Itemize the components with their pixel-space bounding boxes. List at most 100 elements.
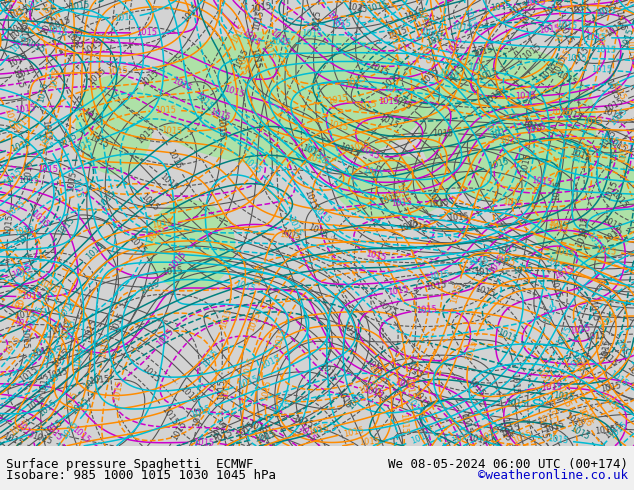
Text: 1015: 1015 <box>233 53 248 76</box>
Text: 1015: 1015 <box>280 227 302 244</box>
Text: 1015: 1015 <box>547 277 562 299</box>
Text: 1015: 1015 <box>598 128 618 150</box>
Text: 1015: 1015 <box>520 152 533 175</box>
Text: 1015: 1015 <box>467 256 489 267</box>
Text: 1015: 1015 <box>420 16 433 38</box>
Text: 1015: 1015 <box>249 47 262 70</box>
Text: 1015: 1015 <box>29 209 50 230</box>
Ellipse shape <box>418 47 596 203</box>
Text: 1015: 1015 <box>81 371 103 392</box>
Text: 1015: 1015 <box>327 93 349 106</box>
Text: 1015: 1015 <box>98 336 111 359</box>
Text: 1015: 1015 <box>178 384 198 406</box>
Text: 1015: 1015 <box>390 94 413 112</box>
Ellipse shape <box>143 31 428 165</box>
Text: 1015: 1015 <box>18 176 39 185</box>
Text: 1015: 1015 <box>113 12 135 23</box>
Text: 1015: 1015 <box>569 0 592 16</box>
Text: 1015: 1015 <box>46 367 68 381</box>
Text: 1015: 1015 <box>68 0 91 12</box>
Text: 1015: 1015 <box>170 419 188 441</box>
Text: 1015: 1015 <box>465 377 486 398</box>
Text: 1015: 1015 <box>507 0 530 18</box>
Text: 1015: 1015 <box>495 328 518 345</box>
Text: 1015: 1015 <box>569 147 592 163</box>
Text: 1015: 1015 <box>155 327 176 348</box>
Text: 1015: 1015 <box>603 179 620 202</box>
Text: 1015: 1015 <box>15 103 37 115</box>
Text: 1015: 1015 <box>342 425 365 439</box>
Text: 1015: 1015 <box>32 130 53 152</box>
Text: 1015: 1015 <box>386 26 409 41</box>
Text: 1015: 1015 <box>597 348 618 369</box>
Text: 1015: 1015 <box>81 38 104 56</box>
Text: 1015: 1015 <box>556 22 574 45</box>
Text: 1015: 1015 <box>416 305 437 315</box>
Text: 1015: 1015 <box>200 347 221 369</box>
Text: 1015: 1015 <box>56 131 79 148</box>
Text: 1015: 1015 <box>521 119 543 134</box>
Text: 1015: 1015 <box>69 395 91 416</box>
Text: 1015: 1015 <box>301 144 323 159</box>
Text: 1015: 1015 <box>600 339 612 361</box>
Text: Surface pressure Spaghetti  ECMWF: Surface pressure Spaghetti ECMWF <box>6 458 254 471</box>
Text: 1015: 1015 <box>11 261 34 279</box>
Text: 1015: 1015 <box>38 372 51 394</box>
Text: 1015: 1015 <box>46 25 68 38</box>
Text: 1015: 1015 <box>346 2 368 15</box>
Text: 1015: 1015 <box>23 159 34 181</box>
Text: 1015: 1015 <box>220 377 233 400</box>
Text: 1015: 1015 <box>451 429 474 446</box>
Text: 1015: 1015 <box>110 311 126 334</box>
Text: 1015: 1015 <box>571 45 592 67</box>
Text: 1015: 1015 <box>8 20 30 36</box>
Text: 1015: 1015 <box>410 388 430 410</box>
Text: 1015: 1015 <box>251 9 266 31</box>
Text: 1015: 1015 <box>152 218 174 230</box>
Ellipse shape <box>146 201 235 290</box>
Text: 1015: 1015 <box>575 405 593 428</box>
Text: 1015: 1015 <box>600 215 623 233</box>
Text: 1015: 1015 <box>614 9 627 31</box>
Text: 1015: 1015 <box>145 223 167 244</box>
Text: 1015: 1015 <box>161 125 183 136</box>
Text: 1015: 1015 <box>8 5 30 22</box>
Text: 1015: 1015 <box>10 3 29 26</box>
Text: 1015: 1015 <box>399 413 409 434</box>
Text: 1015: 1015 <box>500 422 522 439</box>
Text: 1015: 1015 <box>0 0 11 11</box>
Text: 1015: 1015 <box>269 37 291 48</box>
Text: 1015: 1015 <box>461 6 477 29</box>
Text: 1015: 1015 <box>595 245 617 257</box>
Text: 1015: 1015 <box>36 278 59 296</box>
Text: 1015: 1015 <box>376 298 395 320</box>
Ellipse shape <box>76 76 152 174</box>
Text: 1015: 1015 <box>8 419 30 438</box>
Text: 1015: 1015 <box>87 375 110 386</box>
Text: 1015: 1015 <box>432 128 453 138</box>
Text: 1015: 1015 <box>5 199 27 219</box>
Text: 1015: 1015 <box>569 424 592 442</box>
Text: 1015: 1015 <box>489 126 512 140</box>
Text: 1015: 1015 <box>438 69 460 81</box>
Text: 1015: 1015 <box>493 421 513 443</box>
Text: 1015: 1015 <box>70 177 83 199</box>
Text: 1015: 1015 <box>13 223 36 238</box>
Text: 1015: 1015 <box>597 133 620 147</box>
Text: 1015: 1015 <box>12 268 35 283</box>
Text: 1015: 1015 <box>521 42 543 61</box>
Text: 1015: 1015 <box>543 254 565 274</box>
Text: 1015: 1015 <box>607 420 630 441</box>
Text: 1015: 1015 <box>609 80 627 102</box>
Text: 1015: 1015 <box>14 420 36 441</box>
Text: 1015: 1015 <box>49 319 72 337</box>
Text: 1015: 1015 <box>8 22 30 42</box>
Ellipse shape <box>336 156 450 219</box>
Text: 1015: 1015 <box>25 394 48 413</box>
Text: 1015: 1015 <box>403 7 425 23</box>
Text: 1015: 1015 <box>41 119 51 141</box>
Text: 1015: 1015 <box>30 344 53 359</box>
Text: 1015: 1015 <box>550 107 571 117</box>
Text: 1015: 1015 <box>377 113 400 130</box>
Text: 1015: 1015 <box>618 141 631 164</box>
